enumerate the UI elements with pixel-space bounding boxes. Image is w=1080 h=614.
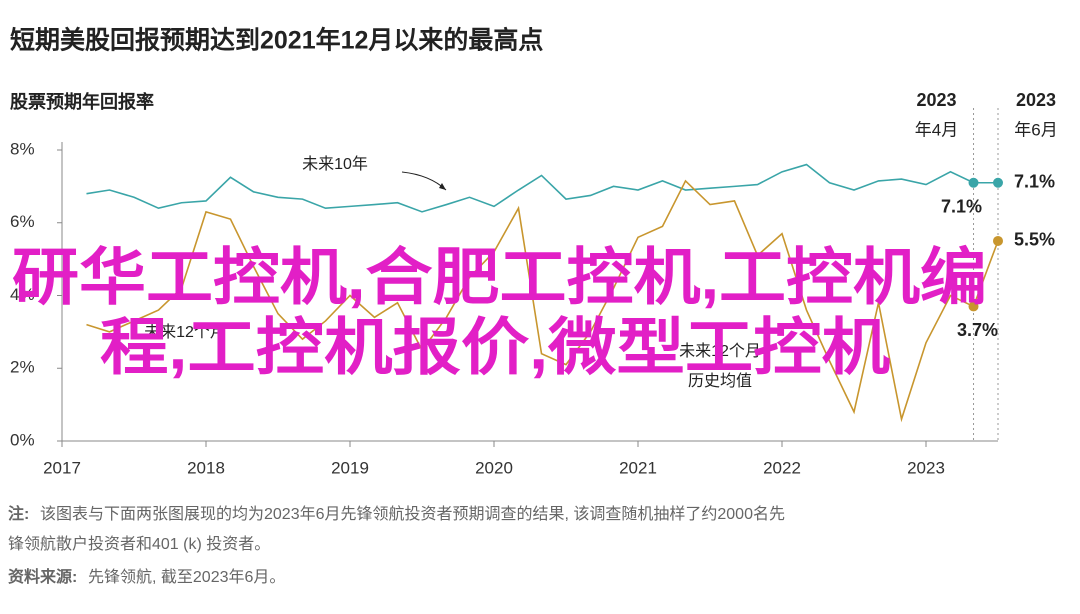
source-text: 先锋领航, 截至2023年6月。 [88,568,285,586]
x-tick-label: 2021 [619,458,657,477]
end-point [993,177,1003,188]
marker-label: 2023 [916,90,956,110]
average-label: 未来12个月 [679,342,761,360]
marker-label: 2023 [1016,90,1056,110]
y-tick-label: 0% [10,430,35,449]
source-label: 资料来源: [8,567,77,586]
end-point [993,235,1003,246]
y-tick-label: 2% [10,358,35,377]
average-label: 历史均值 [688,372,752,390]
note-text: 锋领航散户投资者和401 (k) 投资者。 [8,535,270,553]
y-tick-label: 4% [10,285,35,304]
y-tick-label: 8% [10,139,35,158]
series-line [86,179,999,423]
overlay-text: 研华工控机,合肥工控机,工控机编 [12,243,987,312]
chart-title: 短期美股回报预期达到2021年12月以来的最高点 [10,26,543,55]
marker-label: 年6月 [1014,120,1057,139]
point-label: 3.7% [957,320,998,340]
x-tick-label: 2019 [331,458,369,477]
note-text: 该图表与下面两张图展现的均为2023年6月先锋领航投资者预期调查的结果, 该调查… [40,505,785,523]
overlay-text: 程,工控机报价,微型工控机 [100,313,890,382]
end-point [968,301,979,312]
chart-subtitle: 股票预期年回报率 [9,91,154,112]
series-line [86,163,998,213]
point-label: 7.1% [1014,171,1055,191]
arrow-head [439,183,446,190]
x-tick-label: 2017 [43,458,81,477]
y-tick-label: 6% [10,212,35,231]
x-tick-label: 2023 [907,458,945,477]
series-annotation: 未来10年 [302,155,368,173]
x-tick-label: 2020 [475,458,513,477]
marker-label: 年4月 [915,120,958,139]
point-label: 5.5% [1014,230,1055,250]
note-label: 注: [8,504,29,523]
x-tick-label: 2022 [763,458,801,477]
series-annotation: 未来12个月 [144,323,226,341]
annotation-arrow [401,171,447,191]
point-label: 7.1% [941,196,982,216]
x-tick-label: 2018 [187,458,225,477]
end-point [968,177,979,188]
